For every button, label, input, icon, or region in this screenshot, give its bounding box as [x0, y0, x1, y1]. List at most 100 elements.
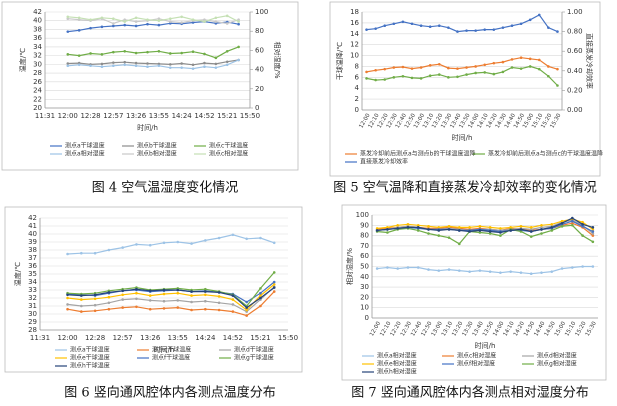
data-point [203, 65, 206, 69]
data-point [571, 224, 574, 227]
data-point [375, 227, 379, 230]
data-point [537, 13, 541, 17]
data-point [386, 266, 389, 269]
data-point [176, 291, 180, 295]
data-point [488, 226, 492, 229]
data-point [386, 231, 389, 234]
data-point [146, 50, 149, 54]
x-tick-label: 13:55 [168, 334, 188, 342]
data-point [107, 307, 111, 311]
legend-label: 测点a相对湿度 [377, 352, 417, 360]
data-point [148, 307, 152, 311]
data-point [176, 299, 180, 302]
data-point [176, 306, 180, 309]
data-point [121, 293, 124, 297]
data-point [478, 269, 482, 272]
figure-caption: 图 5 空气温降和直接蒸发冷却效率的变化情况 [333, 180, 597, 196]
data-point [591, 226, 595, 229]
y-tick-label: 12 [350, 41, 359, 49]
data-point [191, 50, 195, 54]
series-line [366, 14, 558, 33]
data-point [416, 266, 420, 269]
data-point [93, 293, 97, 297]
x-tick-label: 15:30 [585, 320, 598, 337]
series-line [67, 15, 239, 23]
y-tick-label: 40 [28, 230, 37, 238]
data-point [123, 23, 127, 27]
data-point [529, 235, 533, 238]
data-point [427, 232, 430, 235]
data-point [231, 310, 235, 313]
x-tick-label: 14:24 [195, 334, 216, 342]
data-point [204, 299, 207, 303]
data-point [162, 241, 166, 245]
data-point [492, 61, 496, 65]
data-point [458, 242, 461, 246]
y-tick-label: 32 [33, 52, 42, 60]
series-line [67, 20, 239, 33]
data-point [510, 66, 514, 69]
data-point [107, 301, 111, 305]
data-point [112, 64, 115, 68]
data-point [581, 222, 584, 226]
data-point [419, 66, 423, 69]
legend-label: 测点a干球温度 [65, 142, 105, 150]
data-point [66, 307, 69, 311]
data-point [392, 76, 396, 79]
data-point [456, 75, 459, 79]
data-point [483, 28, 487, 31]
data-point [100, 16, 104, 20]
y-tick-label: 36 [33, 34, 42, 42]
data-point [529, 228, 533, 231]
data-point [437, 269, 441, 272]
data-point [488, 232, 492, 235]
data-point [560, 267, 564, 270]
data-point [501, 70, 505, 74]
data-point [456, 30, 459, 33]
x-tick-label: 12:00 [57, 334, 77, 342]
data-point [272, 271, 276, 274]
data-point [191, 21, 195, 24]
y-tick-label: 20 [33, 104, 42, 112]
data-point [89, 18, 92, 21]
data-point [560, 225, 564, 228]
x-tick-label: 12:28 [85, 334, 105, 342]
x-axis-title: 时间/h [154, 345, 175, 354]
series-line [67, 272, 275, 307]
data-point [591, 232, 595, 235]
series-line [67, 291, 275, 317]
data-point [107, 248, 111, 252]
data-point [419, 24, 423, 28]
data-point [191, 67, 195, 70]
data-point [180, 15, 183, 19]
y-axis-title: 相对湿度/% [345, 248, 354, 285]
data-point [134, 64, 138, 68]
data-point [123, 60, 127, 64]
data-point [499, 227, 502, 230]
series-line [67, 59, 239, 70]
data-point [474, 71, 477, 75]
data-point [529, 272, 533, 276]
data-point [214, 56, 218, 60]
data-point [190, 300, 193, 304]
data-point [458, 269, 461, 272]
legend-label: 测点c干球温度 [152, 346, 191, 354]
data-point [225, 63, 229, 67]
data-point [190, 290, 193, 293]
data-point [474, 65, 477, 68]
data-point [365, 70, 368, 74]
y-axis-title: 干球温降/℃ [335, 42, 344, 80]
data-point [519, 271, 523, 274]
data-point [510, 58, 514, 61]
data-point [225, 60, 229, 64]
data-point [383, 67, 387, 71]
y-tick-label: 0 [355, 106, 359, 114]
data-point [121, 246, 124, 249]
data-point [365, 77, 368, 80]
data-point [509, 226, 512, 229]
data-point [272, 280, 276, 284]
data-point [146, 18, 149, 21]
data-point [214, 62, 218, 66]
data-point [259, 236, 262, 240]
